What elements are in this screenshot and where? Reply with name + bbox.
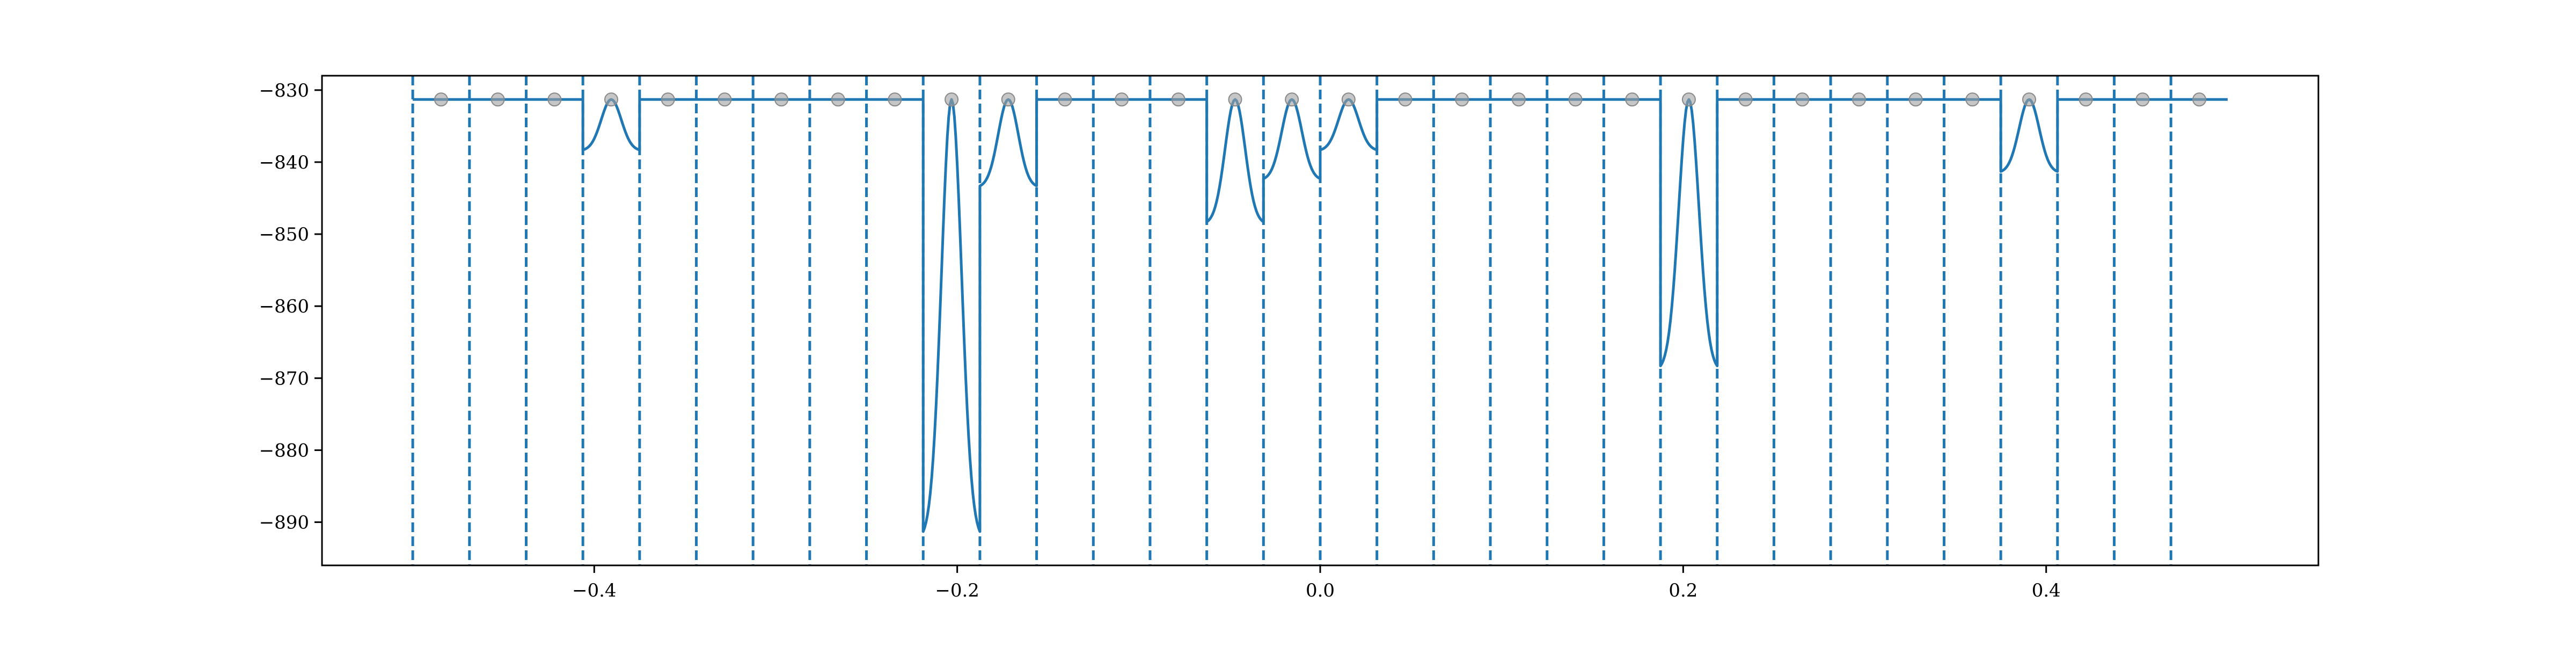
data-point [831,92,845,107]
data-point [1058,92,1072,107]
y-tick-label: −850 [259,224,309,245]
data-point [2079,92,2093,107]
data-point [1795,92,1810,107]
y-tick-label: −860 [259,296,309,317]
data-point [1001,92,1015,107]
y-tick-label: −890 [259,512,309,534]
y-axis-ticks: −830 −840 −850 −860 −870 −880 −890 [259,80,322,534]
data-point [1511,92,1526,107]
data-point [1455,92,1469,107]
data-point [1398,92,1413,107]
data-point [661,92,675,107]
curve-line [413,98,2228,533]
x-tick-label: 0.0 [1306,580,1335,601]
y-tick-label: −830 [259,80,309,101]
data-point [945,92,959,107]
data-point [1285,92,1299,107]
data-point [2135,92,2150,107]
data-point [1341,92,1356,107]
data-point [1625,92,1640,107]
x-tick-label: −0.2 [935,580,979,601]
data-point [1738,92,1753,107]
data-point [547,92,562,107]
y-tick-label: −880 [259,440,309,461]
x-axis-ticks: −0.4 −0.2 0.0 0.2 0.4 [572,565,2061,601]
x-tick-label: −0.4 [572,580,617,601]
data-curve [413,98,2228,533]
data-point [1908,92,1923,107]
data-point [1568,92,1583,107]
data-point [774,92,789,107]
data-point [1115,92,1129,107]
data-point [1965,92,1980,107]
data-point [1228,92,1242,107]
data-point [2192,92,2207,107]
data-point [434,92,448,107]
y-tick-label: −870 [259,368,309,389]
data-point [1681,92,1696,107]
data-point [1851,92,1866,107]
x-tick-label: 0.4 [2032,580,2061,601]
data-point [1171,92,1185,107]
data-point [2022,92,2037,107]
data-point [491,92,505,107]
data-point [604,92,618,107]
x-tick-label: 0.2 [1668,580,1697,601]
y-tick-label: −840 [259,152,309,173]
data-point [888,92,902,107]
data-points [434,92,2207,107]
data-point [718,92,732,107]
